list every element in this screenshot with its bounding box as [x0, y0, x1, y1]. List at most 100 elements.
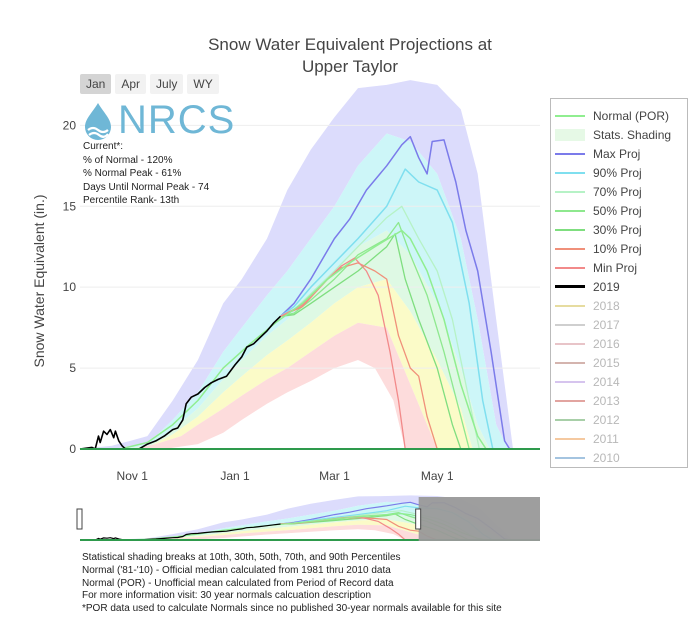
legend-swatch: [555, 209, 585, 212]
legend-item-50-proj[interactable]: 50% Proj: [555, 201, 685, 220]
navigator-band: [80, 501, 508, 540]
legend-swatch: [555, 190, 585, 193]
legend-label: 10% Proj: [593, 241, 642, 256]
legend-label: Normal (POR): [593, 108, 670, 123]
stats-percentile-rank: Percentile Rank- 13th: [83, 195, 180, 206]
legend-item-2018[interactable]: 2018: [555, 296, 685, 315]
legend-item-stats-shading[interactable]: Stats. Shading: [555, 125, 685, 144]
legend-swatch: [555, 399, 585, 402]
shading-bands: [80, 80, 513, 449]
navigator-band: [80, 519, 473, 540]
range-button-jan[interactable]: Jan: [80, 74, 112, 94]
y-tick-label: 0: [69, 442, 76, 456]
navigator-band: [80, 524, 438, 540]
stats-heading: Current*:: [83, 141, 124, 152]
legend-item-2012[interactable]: 2012: [555, 410, 685, 429]
axes: 0 5 10 15 20 Nov 1 Jan 1 Mar 1 May 1 Snow Water E…: [31, 118, 454, 483]
legend-swatch: [555, 128, 585, 141]
legend-label: 2011: [593, 431, 619, 446]
x-tick-label: Jan 1: [220, 469, 250, 483]
y-tick-label: 5: [69, 361, 76, 375]
legend-label: 2013: [593, 393, 620, 408]
y-tick-label: 20: [63, 118, 77, 132]
legend-item-min-proj[interactable]: Min Proj: [555, 258, 685, 277]
legend-item-2013[interactable]: 2013: [555, 391, 685, 410]
navigator-series-line: [79, 523, 281, 541]
series-line-70-proj: [280, 205, 480, 450]
stats-pct-normal-peak: % Normal Peak - 61%: [83, 168, 182, 179]
legend-item-2015[interactable]: 2015: [555, 353, 685, 372]
navigator-mask[interactable]: [418, 497, 540, 541]
legend-item-2017[interactable]: 2017: [555, 315, 685, 334]
series-line-90-proj: [280, 168, 494, 450]
legend-swatch: [555, 380, 585, 383]
shading-band-50-30: [80, 279, 473, 449]
y-tick-label: 10: [63, 280, 77, 294]
legend-item-30-proj[interactable]: 30% Proj: [555, 220, 685, 239]
legend-label: 50% Proj: [593, 203, 642, 218]
y-tick-label: 15: [63, 199, 77, 213]
water-drop-icon: [85, 102, 111, 140]
footer-notes: Statistical shading breaks at 10th, 30th…: [82, 552, 502, 616]
x-tick-label: May 1: [421, 469, 454, 483]
legend-item-max-proj[interactable]: Max Proj: [555, 144, 685, 163]
legend-swatch: [555, 285, 585, 288]
legend-item-2011[interactable]: 2011: [555, 429, 685, 448]
legend-label: 2017: [593, 317, 620, 332]
range-button-apr[interactable]: Apr: [115, 74, 147, 94]
legend-label: 2019: [593, 279, 620, 294]
legend-item-70-proj[interactable]: 70% Proj: [555, 182, 685, 201]
legend-swatch: [555, 437, 585, 440]
chart-title-line2: Upper Taylor: [301, 57, 399, 76]
legend-swatch: [555, 456, 585, 459]
legend-swatch: [555, 418, 585, 421]
legend-item-normal-por-[interactable]: Normal (POR): [555, 106, 685, 125]
legend-item-2019[interactable]: 2019: [555, 277, 685, 296]
legend-swatch: [555, 171, 585, 174]
legend-item-10-proj[interactable]: 10% Proj: [555, 239, 685, 258]
series-line-normal-por-: [80, 229, 540, 450]
legend-label: 70% Proj: [593, 184, 642, 199]
legend-label: Min Proj: [593, 260, 638, 275]
range-selector: Jan Apr July WY: [80, 74, 219, 94]
footer-line: *POR data used to calculate Normals sinc…: [82, 603, 502, 615]
current-stats: Current*: % of Normal - 120% % Normal Pe…: [83, 140, 209, 208]
legend-swatch: [555, 304, 585, 307]
footer-line: Statistical shading breaks at 10th, 30th…: [82, 552, 401, 563]
y-axis-label: Snow Water Equivalent (in.): [31, 195, 47, 368]
x-tick-label: Nov 1: [117, 469, 149, 483]
navigator-handle-left[interactable]: [76, 508, 83, 530]
navigator-handle-right[interactable]: [415, 508, 422, 530]
series-lines: [79, 135, 540, 450]
chart-title-line1: Snow Water Equivalent Projections at: [208, 35, 492, 54]
range-button-july[interactable]: July: [150, 74, 184, 94]
legend-label: 2012: [593, 412, 620, 427]
shading-band-70-50: [80, 230, 490, 449]
legend-label: 2014: [593, 374, 620, 389]
legend-item-2014[interactable]: 2014: [555, 372, 685, 391]
legend-label: 2018: [593, 298, 620, 313]
legend-item-2016[interactable]: 2016: [555, 334, 685, 353]
legend-item-90-proj[interactable]: 90% Proj: [555, 163, 685, 182]
stats-days-until-peak: Days Until Normal Peak - 74: [83, 181, 210, 193]
legend-item-2010[interactable]: 2010: [555, 448, 685, 467]
legend-label: 30% Proj: [593, 222, 642, 237]
legend-label: 90% Proj: [593, 165, 642, 180]
series-line-max-proj: [279, 135, 511, 450]
legend-swatch: [555, 266, 585, 269]
shading-band-30-10: [80, 322, 438, 449]
footer-line: For more information visit: 30 year norm…: [82, 590, 372, 602]
legend-swatch: [555, 152, 585, 155]
legend-swatch: [555, 323, 585, 326]
navigator[interactable]: [76, 495, 540, 541]
logo-text: NRCS: [118, 98, 236, 142]
nrcs-logo: NRCS: [80, 98, 235, 143]
range-button-wy[interactable]: WY: [187, 74, 219, 94]
footer-line: Normal (POR) - Unofficial mean calculate…: [82, 577, 394, 589]
shading-band-90-70: [80, 133, 508, 449]
legend-label: Max Proj: [593, 146, 641, 161]
chart-legend: Normal (POR) Stats. Shading Max Proj 90% Pr…: [550, 98, 688, 468]
legend-swatch: [555, 342, 585, 345]
legend-swatch: [555, 114, 585, 117]
legend-label: 2016: [593, 336, 620, 351]
